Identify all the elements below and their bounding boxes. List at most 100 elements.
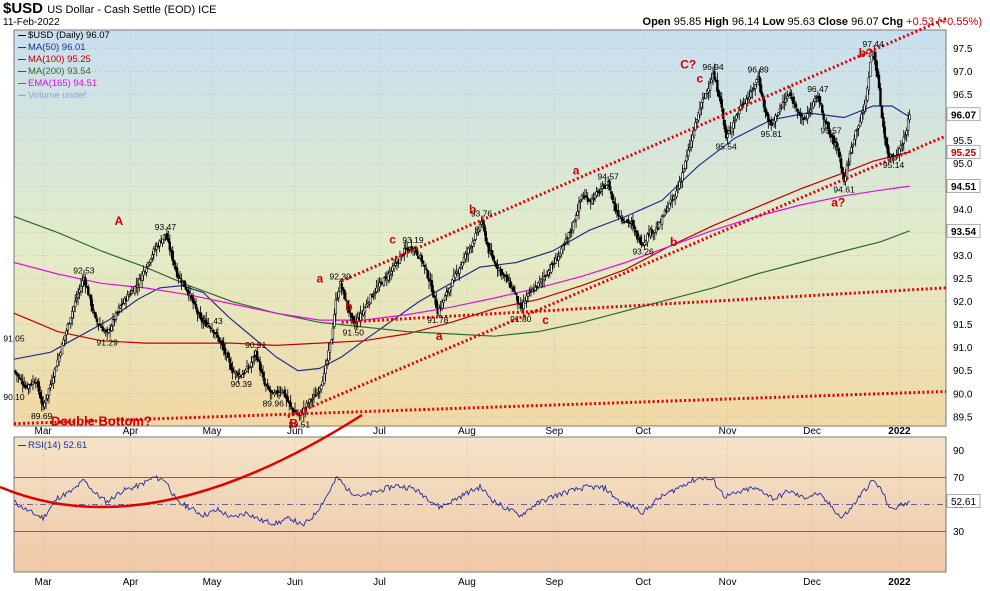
symbol-title: $USD US Dollar - Cash Settle (EOD) ICE [3,0,217,17]
axis-badge [946,107,981,122]
candle-body [336,297,339,300]
candle-body [901,144,904,147]
legend-item-ma200: MA(200) 93.54 [18,66,91,77]
candle-body [101,326,105,332]
axis-badge [946,145,981,159]
candle-body [885,138,888,147]
candle-body [472,240,476,244]
candle-body [755,79,758,84]
candle-body [75,298,78,301]
candle-body [758,76,761,86]
candle-body [199,312,202,319]
price-label: 97.44 [863,39,885,49]
candle-body [611,193,614,200]
candle-body [775,115,779,118]
candle-body [324,365,327,375]
candle-body [149,258,153,264]
price-label: 91.05 [3,333,25,343]
high-label: High [704,16,729,28]
legend-label: Volume undef [28,90,87,101]
candle-body [557,256,560,261]
price-label: 93.76 [471,209,493,219]
rsi-tick-label: 30 [953,527,965,538]
legend-swatch [18,70,26,72]
candle-body [330,339,333,344]
ma-line-ema165 [14,185,910,321]
candle-body [87,286,90,296]
wave-label: A [115,214,124,228]
price-label: 91.43 [201,316,223,326]
candle-body [222,344,225,350]
candle-body [190,294,193,299]
ohlc-readout: Open 95.85 High 96.14 Low 95.63 Close 96… [643,16,982,28]
candle-body [656,228,659,230]
candle-body [20,378,23,381]
candle-body [378,282,381,288]
candle-body [53,368,56,377]
candle-body [263,378,266,385]
candle-body [688,147,691,151]
y-tick-label: 95.5 [953,136,973,147]
x-tick-label: Sep [545,577,563,588]
candle-body [264,383,268,386]
candle-body [394,262,397,266]
candle-body [317,392,320,395]
candle-body [650,229,654,235]
axis-badge-label: 95.25 [951,148,976,159]
candle-body [433,295,437,299]
candle-body [516,295,520,304]
candle-body [523,300,527,304]
candle-body [513,291,517,293]
candle-body [255,351,259,361]
candle-body [276,390,279,394]
candle-body [464,253,467,260]
candle-body [569,231,572,233]
candle-body [848,152,852,163]
candle-body [886,144,889,154]
price-label: 95.57 [820,125,842,135]
candle-body [461,262,464,267]
candle-body [819,102,822,105]
wave-label: a [573,163,580,177]
candle-body [684,160,687,169]
legend-label: MA(200) 93.54 [28,66,91,77]
candle-body [350,312,354,318]
candle-body [63,335,67,341]
candle-body [376,286,380,290]
candle-body [186,289,189,292]
candle-body [228,358,231,363]
candle-body [633,225,636,230]
candle-body [207,325,211,328]
candle-body [765,111,769,117]
candle-body [145,267,148,273]
wave-label: c [542,313,549,327]
candle-body [800,114,804,117]
x-tick-label: Dec [803,577,821,588]
candle-body [778,107,782,112]
candle-body [854,130,857,140]
price-labels: 91.05 90.10 89.69 92.53 91.29 93.47 91.43 90.91… [3,39,904,429]
candle-body [277,392,281,396]
price-label: 91.50 [343,328,365,338]
candle-body [37,381,40,392]
candle-body [44,399,48,404]
candle-body [493,261,496,263]
candle-body [440,301,444,309]
candle-body [644,240,648,245]
candle-body [126,294,129,301]
candle-body [550,264,553,273]
candle-body [669,199,672,204]
y-tick-label: 93.0 [953,251,973,262]
legend-label: $USD (Daily) 96.07 [28,30,110,41]
candle-body [553,263,556,265]
price-label: 96.94 [702,62,724,72]
candle-body [290,407,294,410]
candle-body [242,372,246,375]
candle-body [205,319,208,327]
candle-body [189,293,192,297]
candle-body [258,361,262,371]
candle-body [717,90,721,98]
candle-body [806,113,809,119]
candle-body [478,223,482,231]
candle-body [73,301,77,307]
